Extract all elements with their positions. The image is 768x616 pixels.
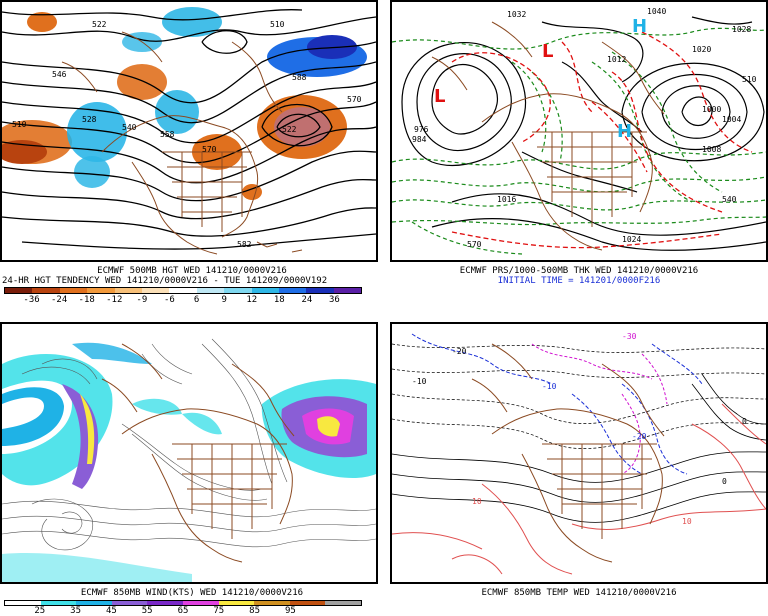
colorbar-tick: 65 — [177, 606, 189, 616]
colorbar-tendency-ticks: -36 -24 -18 -12 -9 -6 6 9 12 18 24 36 — [4, 295, 362, 305]
map-label: 1008 — [702, 145, 721, 154]
map-label: 10 — [682, 517, 692, 526]
colorbar-tick: 25 — [34, 606, 46, 616]
low-center-symbol: L — [542, 41, 553, 62]
map-label: 1004 — [722, 115, 741, 124]
map-label: 1028 — [732, 25, 751, 34]
colorbar-wind-ticks: 25 35 45 55 65 75 85 95 — [4, 606, 362, 616]
pressure-centers: L L H H — [434, 16, 647, 142]
colorbar-tick: 6 — [193, 295, 200, 305]
caption-pressure-thickness-title: ECMWF PRS/1000-500MB THK WED 141210/0000… — [459, 266, 699, 276]
colorbar-tick: 9 — [221, 295, 227, 305]
map-500mb: 522 510 528 540 546 558 570 582 510 570 … — [2, 7, 376, 255]
colorbar-tick: 36 — [329, 295, 340, 305]
low-center-symbol: L — [434, 86, 445, 107]
map-label: 546 — [52, 70, 67, 79]
colorbar-tick: -9 — [136, 295, 148, 305]
map-label: 1024 — [622, 235, 641, 244]
map-label: 528 — [82, 115, 97, 124]
colorbar-tick: -6 — [163, 295, 175, 305]
map-label: 522 — [92, 20, 107, 29]
colorbar-tick: 95 — [284, 606, 296, 616]
panel-500mb-height: 522 510 528 540 546 558 570 582 510 570 … — [0, 0, 384, 307]
map-frame: 522 510 528 540 546 558 570 582 510 570 … — [0, 0, 378, 262]
high-center-symbol: H — [617, 121, 632, 142]
map-frame — [0, 322, 378, 584]
map-label: 0 — [742, 417, 747, 426]
map-label: 1040 — [647, 7, 666, 16]
map-frame: -30 -20 10 0 -10 -20 10 0 -10 — [390, 322, 768, 584]
map-label: 570 — [347, 95, 362, 104]
map-label: 510 — [270, 20, 285, 29]
map-label: 522 — [282, 125, 297, 134]
caption-850mb-temp-title: ECMWF 850MB TEMP WED 141210/0000V216 — [481, 588, 677, 598]
map-label: -10 — [412, 377, 427, 386]
map-label: -20 — [632, 432, 647, 441]
map-label: 570 — [202, 145, 217, 154]
colorbar-tick: 24 — [301, 295, 313, 305]
coastlines — [61, 31, 303, 255]
colorbar-tendency — [4, 287, 362, 294]
map-label: 1012 — [607, 55, 626, 64]
caption-500mb-title: ECMWF 500MB HGT WED 141210/0000V216 — [97, 266, 287, 276]
colorbar-tick: 18 — [273, 295, 285, 305]
map-frame: L L H H 1032 1040 1020 1012 1008 1016 10… — [390, 0, 768, 262]
panel-pressure-thickness: L L H H 1032 1040 1020 1012 1008 1016 10… — [390, 0, 768, 307]
map-pressure-thickness: L L H H 1032 1040 1020 1012 1008 1016 10… — [392, 7, 766, 255]
map-label: 1000 — [702, 105, 721, 114]
colorbar-tick: -36 — [23, 295, 40, 305]
colorbar-tick: 55 — [141, 606, 153, 616]
colorbar-tick: -24 — [50, 295, 68, 305]
wind-speed-shading — [2, 342, 376, 582]
tendency-shading — [2, 7, 367, 200]
panel-850mb-temp: -30 -20 10 0 -10 -20 10 0 -10 ECMWF 850M… — [390, 322, 768, 615]
pressure-labels: 1032 1040 1020 1012 1008 1016 1024 1004 … — [412, 7, 757, 249]
coastlines — [101, 343, 295, 563]
thickness-green — [392, 27, 766, 255]
map-label: -20 — [452, 347, 467, 356]
colorbar-wind — [4, 600, 362, 606]
coastlines — [431, 21, 665, 251]
caption-850mb-wind-title: ECMWF 850MB WIND(KTS) WED 141210/0000V21… — [80, 588, 304, 598]
map-label: 984 — [412, 135, 427, 144]
colorbar-tick: 12 — [246, 295, 258, 305]
colorbar-tick: 45 — [105, 606, 117, 616]
map-label: 510 — [12, 120, 27, 129]
map-label: 0 — [722, 477, 727, 486]
colorbar-tick: -18 — [78, 295, 95, 305]
coastlines — [471, 343, 665, 563]
temp-labels: -30 -20 10 0 -10 -20 10 0 -10 — [412, 332, 747, 526]
map-label: 570 — [467, 240, 482, 249]
colorbar-tick: 85 — [249, 606, 261, 616]
isotherms-solid — [392, 373, 766, 523]
map-label: 976 — [414, 125, 429, 134]
isotherms-magenta — [531, 343, 668, 475]
colorbar-tick: 35 — [70, 606, 82, 616]
map-label: 1016 — [497, 195, 516, 204]
map-label: -10 — [542, 382, 557, 391]
high-center-symbol: H — [632, 16, 647, 37]
map-label: 1020 — [692, 45, 711, 54]
isobars — [401, 16, 766, 251]
height-labels: 522 510 528 540 546 558 570 582 510 570 … — [12, 20, 362, 249]
map-850mb-temp: -30 -20 10 0 -10 -20 10 0 -10 — [392, 332, 766, 575]
map-label: 558 — [160, 130, 175, 139]
panel-850mb-wind: ECMWF 850MB WIND(KTS) WED 141210/0000V21… — [0, 322, 384, 616]
map-label: 588 — [292, 73, 307, 82]
map-label: 10 — [472, 497, 482, 506]
map-label: 510 — [742, 75, 757, 84]
map-label: -30 — [622, 332, 637, 341]
map-label: 540 — [722, 195, 737, 204]
map-label: 582 — [237, 240, 252, 249]
colorbar-tick: -12 — [106, 295, 123, 305]
isotherms-blue — [411, 333, 703, 475]
isotherms-black — [392, 343, 766, 449]
colorbar-tick: 75 — [213, 606, 225, 616]
isotherms-red — [392, 403, 766, 575]
caption-tendency-title: 24-HR HGT TENDENCY WED 141210/0000V216 -… — [2, 276, 328, 286]
map-label: 540 — [122, 123, 137, 132]
map-label: 1032 — [507, 10, 526, 19]
map-850mb-wind — [2, 338, 376, 582]
caption-initial-time: INITIAL TIME = 141201/0000F216 — [497, 276, 661, 286]
